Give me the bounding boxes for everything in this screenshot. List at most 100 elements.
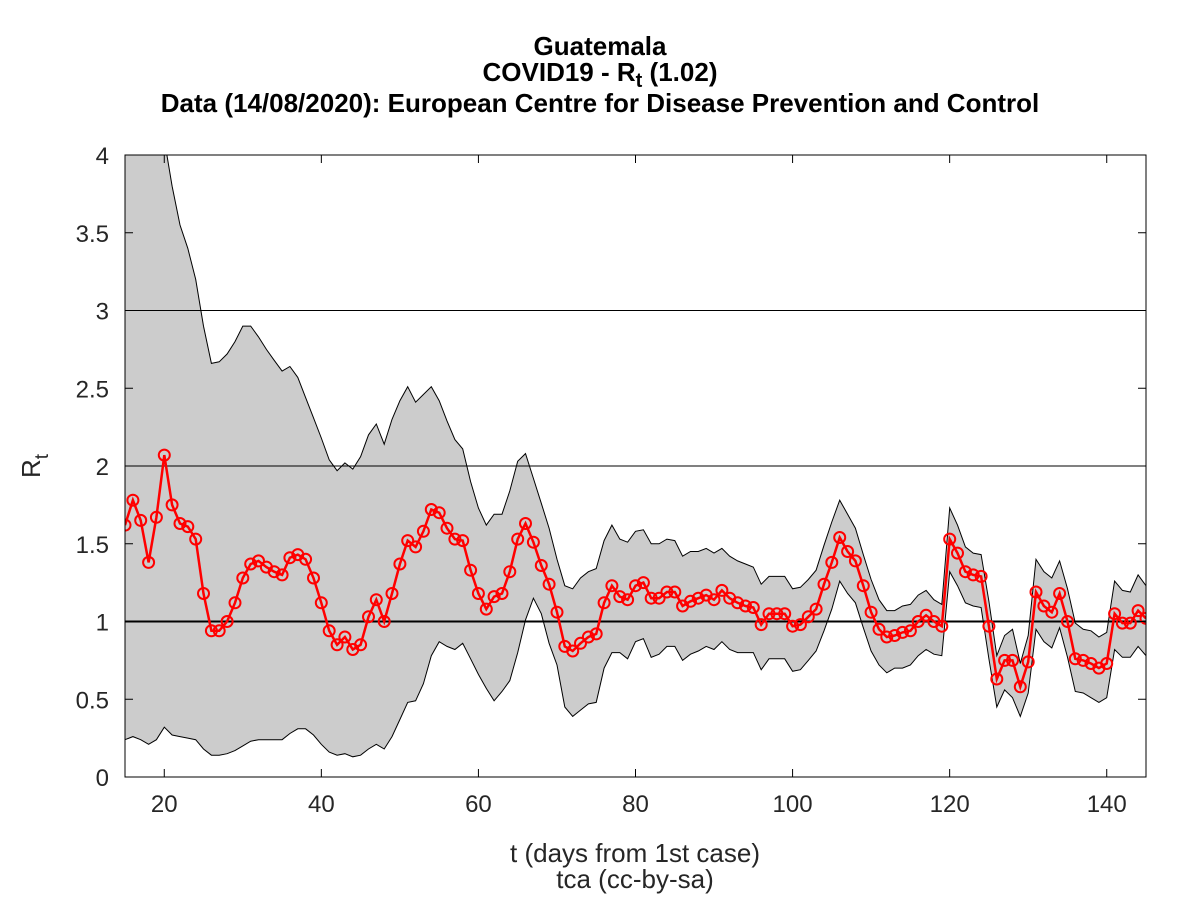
rt-point [786, 619, 800, 633]
rt-point [1108, 607, 1122, 621]
rt-point [283, 551, 297, 565]
rt-point [919, 608, 933, 622]
rt-point [1037, 599, 1051, 613]
rt-point [856, 579, 870, 593]
y-axis-label-main: R [16, 459, 46, 478]
band-upper-edge [166, 155, 1146, 664]
rt-point [739, 599, 752, 613]
rt-point [197, 587, 210, 600]
rt-point [1029, 585, 1043, 599]
rt-point [746, 601, 760, 614]
rt-point [581, 630, 595, 644]
rt-point [668, 585, 682, 599]
rt-point [629, 579, 642, 593]
rt-point [982, 619, 996, 633]
rt-point [330, 638, 344, 652]
rt-point [880, 630, 894, 644]
rt-point [322, 624, 336, 638]
y-tick-label: 4 [96, 143, 109, 170]
rt-point [1013, 680, 1027, 694]
y-axis-label-sub: t [32, 453, 53, 459]
chart-subtitle-version: (1.02) [642, 57, 718, 87]
rt-point [299, 552, 313, 566]
y-tick-label: 1.5 [76, 532, 109, 559]
rt-point [126, 493, 140, 507]
rt-point [731, 596, 745, 610]
rt-point [770, 607, 784, 621]
rt-point [958, 565, 972, 579]
rt-point [778, 607, 792, 621]
rt-point [935, 619, 949, 633]
rt-point [385, 587, 399, 600]
confidence-band [125, 155, 1146, 757]
x-tick-label: 40 [308, 791, 335, 818]
rt-point [943, 532, 957, 546]
chart-subtitle-main: COVID19 - R [482, 57, 636, 87]
rt-point [998, 653, 1012, 667]
rt-point [864, 605, 878, 619]
rt-point [307, 571, 320, 585]
rt-point [841, 545, 855, 558]
rt-point [888, 629, 902, 642]
rt-point [314, 596, 328, 610]
rt-point [613, 590, 627, 604]
rt-point [801, 610, 815, 624]
rt-point [125, 518, 132, 532]
rt-point [715, 583, 729, 597]
rt-point [252, 554, 265, 568]
rt-point [990, 672, 1004, 686]
rt-point [362, 610, 375, 624]
rt-point [644, 591, 658, 605]
rt-point [409, 540, 423, 554]
rt-point [1061, 615, 1074, 628]
rt-point [1115, 616, 1129, 630]
rt-point [691, 591, 705, 605]
rt-point [974, 569, 988, 583]
rt-point [825, 555, 839, 569]
rt-point [275, 568, 289, 582]
rt-point [189, 532, 203, 546]
rt-point [589, 627, 603, 641]
rt-point [471, 587, 485, 600]
rt-point [566, 644, 580, 658]
rt-point [519, 517, 532, 530]
rt-point [432, 506, 446, 520]
rt-point [1053, 587, 1067, 600]
y-tick-label: 1 [96, 610, 109, 637]
rt-point [424, 503, 438, 516]
rt-point [911, 615, 925, 628]
rt-point [817, 577, 831, 591]
x-tick-label: 100 [773, 791, 813, 818]
rt-point [597, 596, 611, 610]
rt-point [369, 593, 383, 607]
y-tick-label: 0 [96, 765, 109, 792]
rt-point [526, 535, 540, 549]
rt-point [495, 587, 509, 600]
y-tick-label: 0.5 [76, 687, 109, 714]
chart-subtitle: COVID19 - Rt (1.02) [0, 57, 1200, 96]
y-tick-label: 2.5 [76, 376, 109, 403]
rt-point [134, 513, 148, 527]
rt-point [660, 585, 674, 599]
rt-point [652, 591, 666, 605]
rt-point [605, 579, 619, 593]
rt-point [1076, 653, 1090, 667]
y-tick-label: 3.5 [76, 221, 109, 248]
rt-point [149, 510, 163, 524]
rt-point [173, 517, 187, 530]
rt-point [377, 615, 391, 628]
rt-point [236, 571, 250, 585]
rt-point [393, 557, 407, 571]
rt-point [951, 546, 964, 560]
chart-source: Data (14/08/2020): European Centre for D… [160, 88, 1040, 118]
rt-point [511, 532, 525, 546]
rt-point [448, 532, 462, 546]
y-tick-label: 2 [96, 454, 109, 481]
rt-point [181, 520, 195, 534]
rt-point [204, 624, 218, 638]
rt-point [872, 622, 886, 636]
rt-point [157, 448, 171, 462]
rt-point [550, 605, 564, 619]
rt-point [440, 521, 454, 535]
x-tick-label: 80 [622, 791, 649, 818]
